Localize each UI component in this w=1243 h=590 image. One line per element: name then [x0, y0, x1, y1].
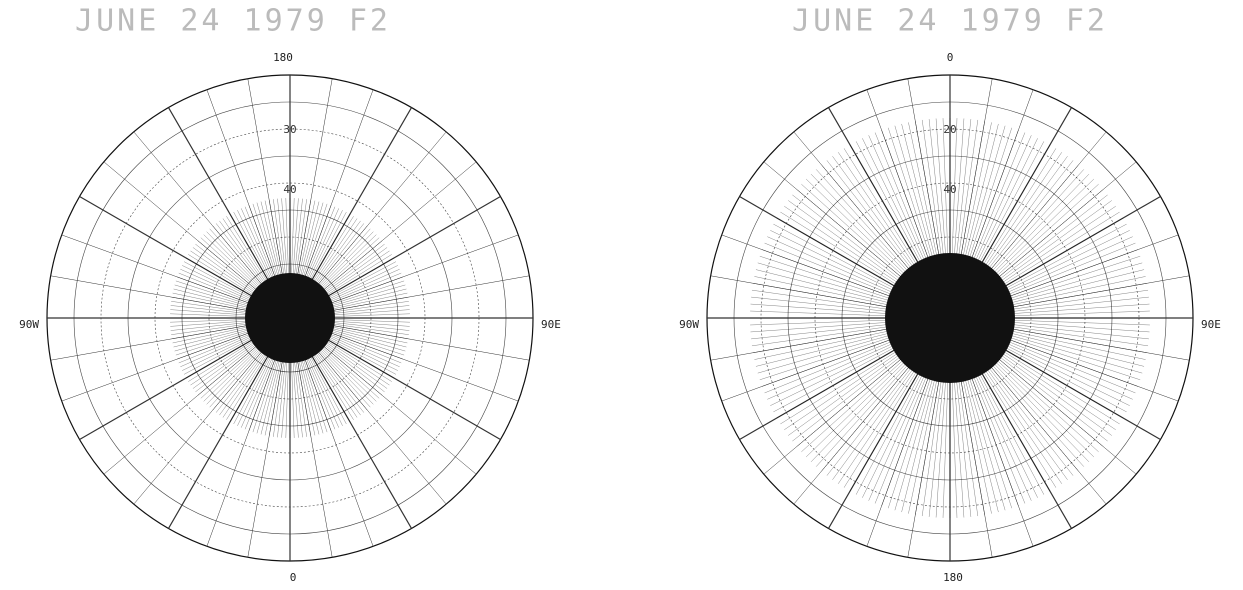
latitude-label: 40 [283, 183, 296, 196]
label-right: 90E [1201, 318, 1221, 331]
polar-map [706, 74, 1194, 562]
label-left: 90W [679, 318, 699, 331]
map-title: JUNE 24 1979 F2 [792, 4, 1108, 39]
polar-map [46, 74, 534, 562]
dense-core [885, 253, 1015, 383]
label-left: 90W [19, 318, 39, 331]
latitude-label: 30 [283, 123, 296, 136]
label-top: 0 [947, 51, 954, 64]
label-right: 90E [541, 318, 561, 331]
latitude-label: 40 [943, 183, 956, 196]
dense-core [245, 273, 335, 363]
map-title: JUNE 24 1979 F2 [75, 4, 391, 39]
label-top: 180 [273, 51, 293, 64]
label-bottom: 0 [290, 571, 297, 584]
latitude-label: 20 [943, 123, 956, 136]
label-bottom: 180 [943, 571, 963, 584]
